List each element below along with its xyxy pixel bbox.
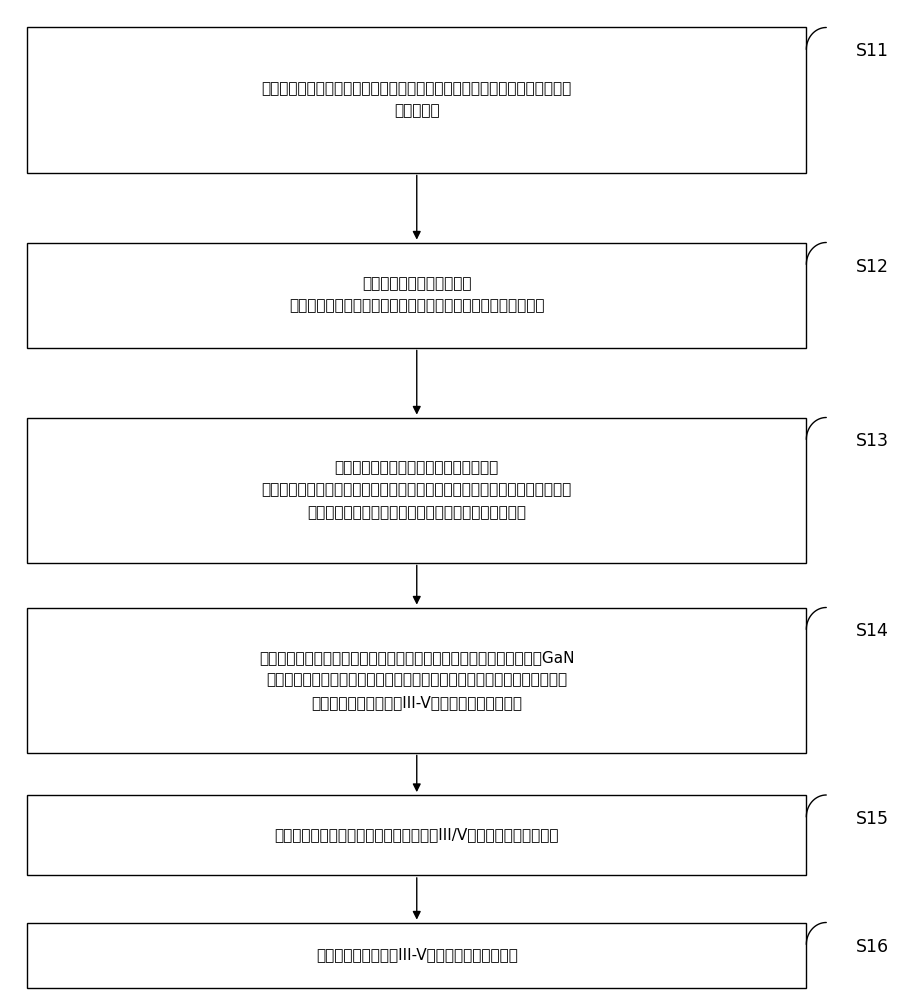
Bar [27, 795, 806, 875]
Text: 藉由所述开口各向异性刻蚀每个硅台阶，
并进一步横向去除所述开口侧下方的部分硅台阶，由此于绝缘衬底上形成多个
横向空腔，每个横向空腔远离所述开口的一端保留硅膜: 藉由所述开口各向异性刻蚀每个硅台阶， 并进一步横向去除所述开口侧下方的部分硅台阶… [262, 460, 572, 520]
Bar [27, 27, 806, 172]
Bar [27, 242, 806, 348]
Text: 于所述多个横向空腔中的至少一横向空腔内选择性地横向外延生长所述GaN
层之前或之后，于所述多个横向空腔中的至少一另外的横向空腔内选择性地
自硅膜的侧面横向生长I: 于所述多个横向空腔中的至少一横向空腔内选择性地横向外延生长所述GaN 层之前或之… [259, 650, 574, 710]
Bar [27, 922, 806, 988]
Text: S13: S13 [856, 432, 889, 450]
Bar [27, 607, 806, 752]
Text: S15: S15 [856, 810, 889, 828]
Bar [27, 418, 806, 562]
Text: 提供一绝缘体上硅衬底结构，图形化所述绝缘体上硅衬底结构的顶层硅以形成
多个硅台阶: 提供一绝缘体上硅衬底结构，图形化所述绝缘体上硅衬底结构的顶层硅以形成 多个硅台阶 [262, 81, 572, 119]
Text: S12: S12 [856, 258, 889, 276]
Text: S16: S16 [856, 938, 890, 956]
Text: 完成绝缘衬底上硅与III-V族器件的异质集成结构: 完成绝缘衬底上硅与III-V族器件的异质集成结构 [316, 948, 517, 962]
Text: 去除所述介质层以显露出所述硅膜和所述III/V族化合物半导体材料层: 去除所述介质层以显露出所述硅膜和所述III/V族化合物半导体材料层 [275, 828, 559, 842]
Text: S11: S11 [856, 42, 889, 60]
Text: 于每个硅台阶覆盖介质层，
图形化所述介质层的顶表面以形成显露硅台阶一部分表面的开口: 于每个硅台阶覆盖介质层， 图形化所述介质层的顶表面以形成显露硅台阶一部分表面的开… [289, 276, 545, 314]
Text: S14: S14 [856, 622, 889, 641]
